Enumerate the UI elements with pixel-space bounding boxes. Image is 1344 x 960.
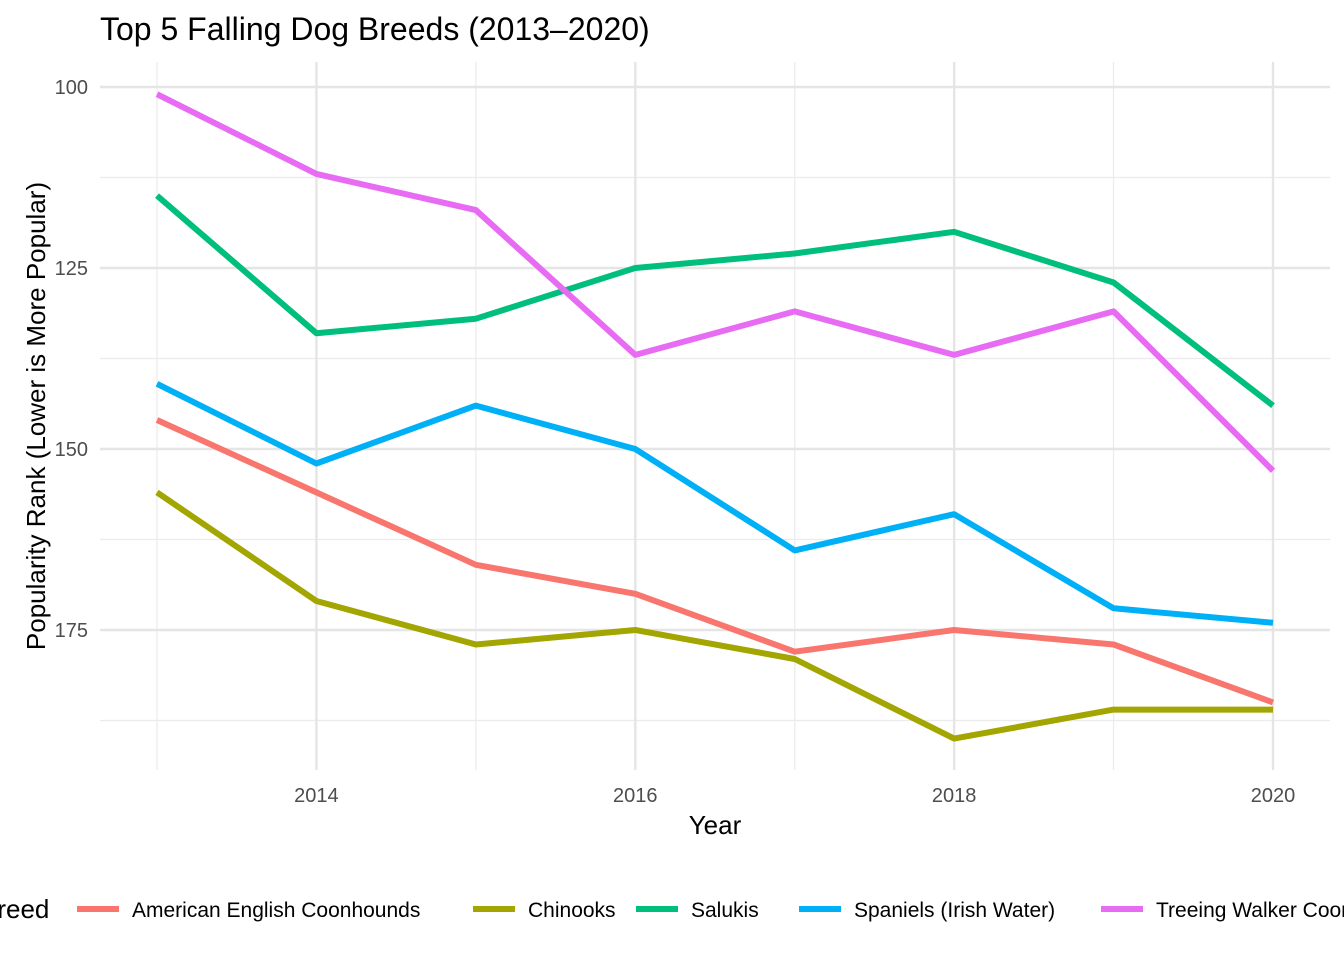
series-line-chinooks — [155, 489, 1273, 742]
legend-label: Chinooks — [528, 899, 616, 922]
legend-title: Breed — [0, 894, 49, 924]
x-tick-label: 2020 — [1251, 785, 1296, 807]
x-tick-label: 2016 — [613, 785, 658, 807]
x-axis-title: Year — [689, 810, 742, 840]
series-line-spaniels-irish-water — [155, 381, 1274, 626]
series-line-american-english-coonhounds — [155, 417, 1275, 706]
legend-label: Treeing Walker Coonhounds — [1156, 899, 1344, 922]
y-tick-label: 125 — [55, 258, 88, 280]
x-tick-label: 2014 — [294, 785, 339, 807]
series-line-salukis — [155, 193, 1275, 408]
x-tick-label: 2018 — [932, 785, 977, 807]
legend-label: Salukis — [691, 899, 759, 922]
major-gridlines — [100, 62, 1330, 770]
y-axis-ticks: 100 125 150 175 — [55, 77, 88, 642]
x-axis-ticks: 2014 2016 2018 2020 — [294, 785, 1295, 807]
chart-title: Top 5 Falling Dog Breeds (2013–2020) — [100, 11, 650, 47]
y-axis-title: Popularity Rank (Lower is More Popular) — [21, 182, 51, 650]
y-tick-label: 175 — [55, 620, 88, 642]
series-line-treeing-walker-coonhounds — [155, 91, 1276, 473]
legend-label: American English Coonhounds — [132, 899, 420, 922]
legend: Breed American English Coonhounds Chinook… — [0, 894, 1344, 924]
y-tick-label: 100 — [55, 77, 88, 99]
minor-gridlines — [100, 62, 1330, 770]
legend-label: Spaniels (Irish Water) — [854, 899, 1055, 922]
y-tick-label: 150 — [55, 439, 88, 461]
series-lines — [155, 91, 1276, 742]
